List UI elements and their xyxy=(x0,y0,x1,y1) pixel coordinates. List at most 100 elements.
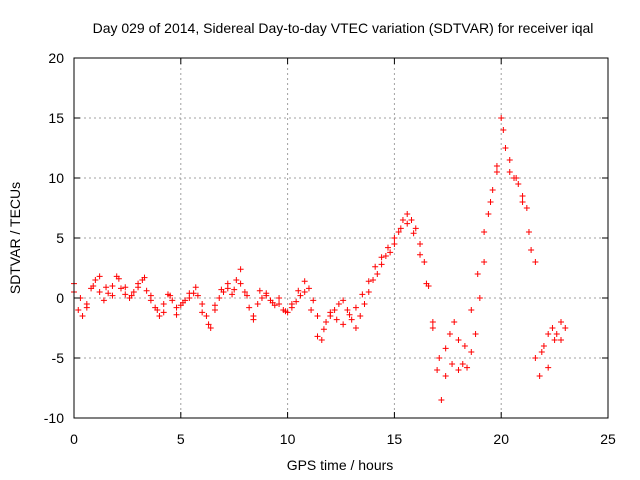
x-axis-label: GPS time / hours xyxy=(287,457,394,473)
data-point xyxy=(506,157,513,163)
data-point xyxy=(515,181,522,187)
data-point xyxy=(160,301,167,307)
data-point xyxy=(502,145,509,151)
data-point xyxy=(361,301,368,307)
data-point xyxy=(167,292,174,299)
data-point xyxy=(558,319,565,325)
data-point xyxy=(468,307,475,313)
data-point xyxy=(335,301,342,307)
data-point xyxy=(109,292,116,299)
data-point xyxy=(216,295,223,301)
data-point xyxy=(246,304,253,311)
data-point xyxy=(519,199,526,205)
data-point xyxy=(387,249,394,256)
data-point xyxy=(233,277,240,283)
data-point xyxy=(331,307,338,313)
data-point xyxy=(461,343,468,349)
data-point xyxy=(211,302,218,309)
data-point xyxy=(417,241,424,247)
data-point xyxy=(231,286,238,293)
data-point xyxy=(96,289,103,295)
data-point xyxy=(100,297,107,304)
data-point xyxy=(446,331,453,337)
data-point xyxy=(327,309,334,316)
data-point xyxy=(143,287,150,294)
data-point xyxy=(374,271,381,277)
data-point xyxy=(500,127,507,133)
data-point xyxy=(545,364,552,371)
data-point xyxy=(553,331,560,337)
data-point xyxy=(295,287,302,294)
data-point xyxy=(241,289,248,295)
data-point xyxy=(365,289,372,295)
data-point xyxy=(192,284,199,291)
data-point xyxy=(205,321,212,328)
data-point xyxy=(523,205,530,211)
data-point xyxy=(109,283,116,289)
data-point xyxy=(493,163,500,169)
data-point xyxy=(538,349,545,355)
data-point xyxy=(476,295,483,301)
data-point xyxy=(254,301,261,307)
data-point xyxy=(297,292,304,299)
data-point xyxy=(525,229,532,235)
data-point xyxy=(169,297,176,304)
data-point xyxy=(199,309,206,316)
data-point xyxy=(147,292,154,299)
data-point xyxy=(551,337,558,343)
data-point xyxy=(122,284,129,291)
data-point xyxy=(404,220,411,227)
data-point xyxy=(92,277,99,283)
y-tick-label-4: 10 xyxy=(48,170,64,186)
data-point xyxy=(464,364,471,371)
data-point xyxy=(449,361,456,367)
x-tick-label-3: 15 xyxy=(387,431,403,447)
data-point xyxy=(412,225,419,232)
data-point xyxy=(160,309,167,316)
data-point xyxy=(487,199,494,205)
x-tick-label-0: 0 xyxy=(70,431,78,447)
data-point xyxy=(434,367,441,373)
data-point xyxy=(276,295,283,301)
data-point xyxy=(408,217,415,223)
data-point xyxy=(250,316,257,323)
data-point xyxy=(244,292,251,299)
data-point xyxy=(536,373,543,379)
data-point xyxy=(237,280,244,287)
data-point xyxy=(391,241,398,247)
data-point xyxy=(481,259,488,265)
data-point xyxy=(333,316,340,323)
y-tick-label-5: 15 xyxy=(48,110,64,126)
y-tick-label-2: 0 xyxy=(56,290,64,306)
data-point xyxy=(455,337,462,343)
data-point xyxy=(436,355,443,361)
data-point xyxy=(156,313,163,319)
data-point xyxy=(382,253,389,259)
x-tick-label-2: 10 xyxy=(280,431,296,447)
data-points-layer xyxy=(71,115,569,403)
data-point xyxy=(352,304,359,311)
data-point xyxy=(549,325,556,331)
data-point xyxy=(218,286,225,293)
data-point xyxy=(352,325,359,331)
data-point xyxy=(378,254,385,261)
data-point xyxy=(451,319,458,325)
x-tick-label-5: 25 xyxy=(600,431,616,447)
data-point xyxy=(384,244,391,251)
data-point xyxy=(397,225,404,232)
data-point xyxy=(519,193,526,199)
data-point xyxy=(128,292,135,299)
data-point xyxy=(96,273,103,280)
data-point xyxy=(528,247,535,253)
data-point xyxy=(288,301,295,307)
chart-title: Day 029 of 2014, Sidereal Day-to-day VTE… xyxy=(93,20,594,36)
data-point xyxy=(256,287,263,294)
data-point xyxy=(258,295,265,301)
data-point xyxy=(404,211,411,217)
data-point xyxy=(429,325,436,331)
x-tick-label-4: 20 xyxy=(493,431,509,447)
data-point xyxy=(348,316,355,323)
tick-layer: 0 5 10 15 20 25 -10 -5 0 5 10 15 20 xyxy=(44,50,616,447)
data-point xyxy=(320,326,327,333)
